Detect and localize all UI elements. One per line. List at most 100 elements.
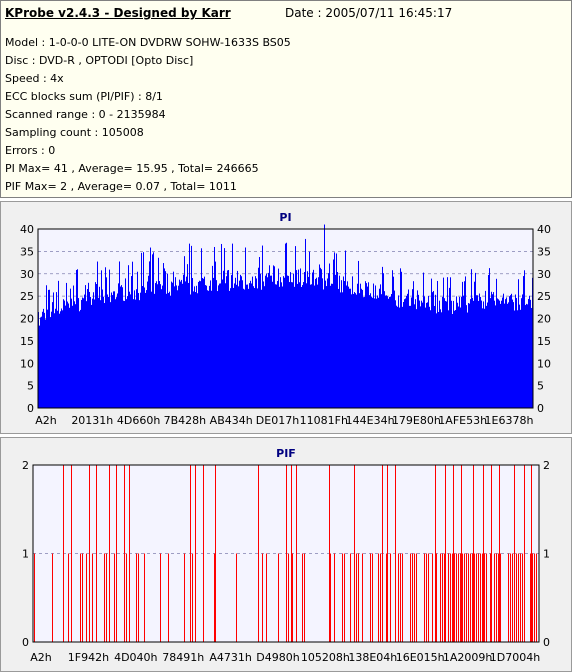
pi-bar [248, 288, 249, 408]
pi-bar [507, 303, 508, 408]
pi-bar [349, 288, 350, 408]
pi-bar [91, 304, 92, 408]
pif-bar [214, 553, 215, 642]
pi-bar [430, 310, 431, 408]
pif-bar [496, 553, 497, 642]
pi-bar [441, 312, 442, 408]
pi-bar [254, 288, 255, 408]
pi-bar [180, 281, 181, 408]
pi-bar [188, 282, 189, 408]
pi-bar [433, 291, 434, 408]
pi-bar [155, 283, 156, 408]
pi-bar [322, 278, 323, 408]
pi-bar [281, 282, 282, 408]
pi-bar [381, 294, 382, 408]
pi-bar [427, 302, 428, 408]
pi-bar [366, 283, 367, 408]
pi-bar [314, 285, 315, 408]
pi-bar [236, 284, 237, 408]
pi-ytick-right: 25 [537, 290, 551, 303]
pif-ytick-left: 0 [22, 636, 29, 649]
pif-chart-panel: PIF 0 0 1 1 2 2 A2h 1F942h 4D040h 78491h A4731h D498… [0, 437, 572, 672]
pif-bar [266, 553, 267, 642]
pi-bar [187, 264, 188, 408]
pi-bar [304, 271, 305, 408]
pi-bar [472, 297, 473, 408]
pi-bar [347, 281, 348, 408]
pi-bar [470, 299, 471, 408]
pi-bar [218, 285, 219, 408]
pi-bar [528, 299, 529, 408]
pif-bar [436, 553, 437, 642]
pi-bar [401, 271, 402, 408]
pi-bar [407, 293, 408, 408]
pi-bar [77, 269, 78, 408]
pi-bar [364, 296, 365, 408]
pi-bar [289, 282, 290, 408]
pi-bar [64, 300, 65, 408]
pif-xtick-label: 1A2009h [443, 651, 493, 664]
pif-bar [468, 553, 469, 642]
pif-bar [129, 465, 130, 642]
pif-bar [382, 465, 383, 642]
pi-bar [307, 271, 308, 408]
pi-bar [333, 259, 334, 408]
pi-bar [153, 252, 154, 408]
pif-ytick-left: 1 [22, 548, 29, 561]
pi-bar [258, 267, 259, 408]
pi-bar [517, 310, 518, 408]
pi-bar [259, 256, 260, 408]
pi-bar [491, 291, 492, 408]
pi-bar [262, 245, 263, 408]
speed-line: Speed : 4x [5, 72, 64, 85]
pi-bar [302, 285, 303, 408]
pi-bar [55, 308, 56, 408]
pi-bar [476, 295, 477, 408]
pif-bar [386, 553, 387, 642]
pi-bar [503, 293, 504, 408]
pif-xtick-label: 1D7004h [490, 651, 540, 664]
pi-bar [520, 309, 521, 408]
pi-bar [464, 281, 465, 408]
pi-bar [375, 285, 376, 408]
pif-bar [412, 553, 413, 642]
pif-bar [106, 553, 107, 642]
pi-bar [179, 279, 180, 408]
pi-ytick-left: 40 [20, 223, 34, 236]
pi-bar [426, 302, 427, 408]
pi-bar [67, 301, 68, 408]
pi-bar [266, 273, 267, 408]
pi-bar [100, 300, 101, 408]
pi-bar [56, 292, 57, 408]
pi-bar [481, 300, 482, 408]
pi-bar [414, 304, 415, 408]
pi-bar [303, 282, 304, 408]
pi-bar [290, 272, 291, 408]
pi-bar [230, 288, 231, 408]
pi-bar [167, 273, 168, 408]
pi-bar [119, 261, 120, 408]
pi-bar [237, 270, 238, 408]
pi-bar [282, 286, 283, 408]
pi-bar [139, 300, 140, 408]
pif-bar [126, 553, 127, 642]
pif-summary-line: PIF Max= 2 , Average= 0.07 , Total= 1011 [5, 180, 237, 193]
pi-bar [416, 309, 417, 408]
pi-bar [399, 307, 400, 408]
pif-bar [442, 553, 443, 642]
pi-bar [398, 295, 399, 408]
pi-bar [340, 292, 341, 408]
pi-bar [385, 295, 386, 408]
pi-bar [76, 269, 77, 408]
pi-bar [519, 304, 520, 408]
pi-bar [128, 265, 129, 408]
pi-bar [106, 277, 107, 408]
pi-bar [152, 254, 153, 408]
pif-bar [138, 553, 139, 642]
pi-bar [260, 273, 261, 408]
pi-bar [337, 271, 338, 408]
pi-bar [471, 269, 472, 408]
pi-xtick-label: 20131h [71, 414, 113, 427]
pi-bar [362, 289, 363, 408]
pi-bar [473, 300, 474, 408]
